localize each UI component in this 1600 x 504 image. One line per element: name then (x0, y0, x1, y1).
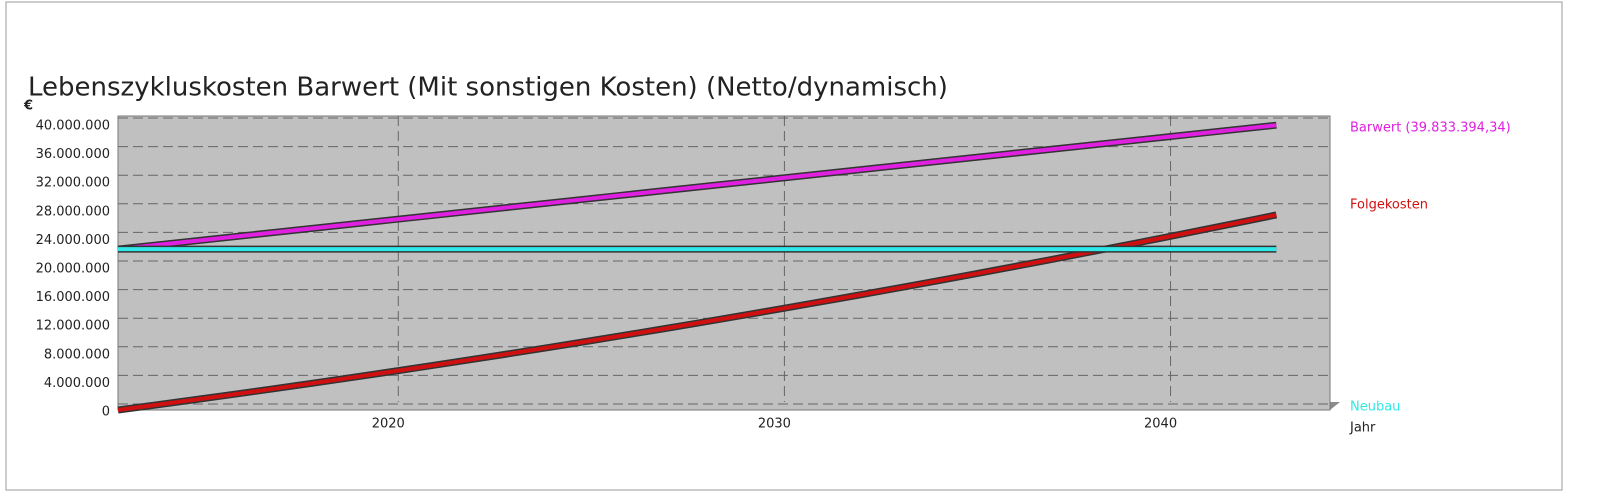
plot-area (117, 115, 1331, 411)
x-tick-label: 2030 (758, 417, 791, 432)
series-line (117, 212, 1277, 412)
y-tick-label: 20.000.000 (36, 262, 110, 277)
legend-label: Neubau (1350, 400, 1400, 415)
x-axis-label: Jahr (1349, 421, 1376, 436)
y-tick-label: 28.000.000 (36, 204, 110, 219)
y-tick-label: 12.000.000 (36, 319, 110, 334)
chart-title: Lebenszykluskosten Barwert (Mit sonstige… (28, 73, 948, 103)
x-tick-label: 2020 (372, 417, 405, 432)
x-tick-label: 2040 (1144, 417, 1177, 432)
y-tick-label: 4.000.000 (44, 376, 110, 391)
y-tick-label: 8.000.000 (44, 347, 110, 362)
series-line (117, 123, 1277, 252)
y-tick-label: 40.000.000 (36, 119, 110, 134)
y-tick-label: 0 (102, 405, 110, 420)
y-tick-label: 24.000.000 (36, 233, 110, 248)
legend-label: Barwert (39.833.394,34) (1350, 121, 1511, 136)
y-unit: € (23, 99, 33, 114)
y-tick-label: 32.000.000 (36, 176, 110, 191)
y-tick-label: 16.000.000 (36, 290, 110, 305)
y-tick-label: 36.000.000 (36, 147, 110, 162)
legend-label: Folgekosten (1350, 198, 1428, 213)
